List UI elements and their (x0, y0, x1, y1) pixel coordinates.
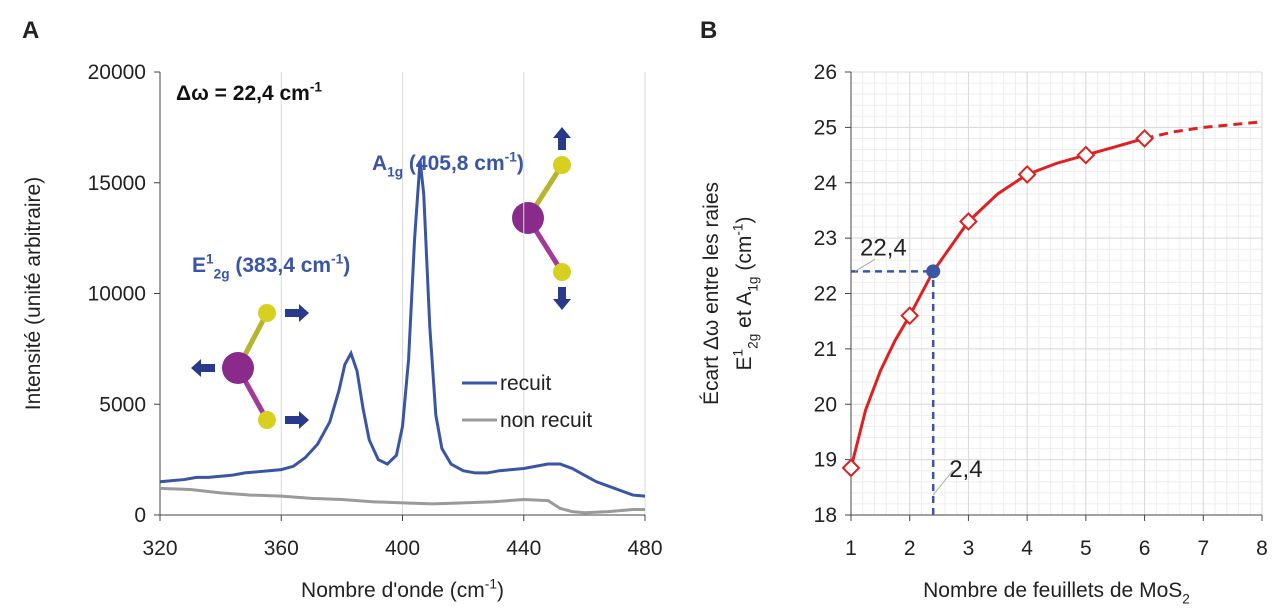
y-tick-label: 21 (814, 338, 837, 361)
x-tick-label: 3 (963, 537, 975, 560)
series-line (159, 486, 645, 515)
y-tick-label: 20000 (88, 61, 146, 84)
y-tick-label: 10000 (88, 283, 146, 306)
text-part: -1 (310, 80, 323, 95)
x-tick-label: 7 (1197, 537, 1209, 560)
marker (1135, 129, 1154, 148)
text-part: 1g (745, 276, 760, 291)
text-part: Nombre d'onde (cm (301, 579, 485, 602)
text-part: (cm (733, 236, 756, 277)
x-tick-label: 480 (627, 537, 662, 560)
marker (1076, 145, 1096, 165)
marker (900, 306, 920, 326)
y-tick-label: 20 (814, 393, 837, 416)
y-tick-label: 24 (814, 172, 838, 195)
text-part: Nombre de feuillets de MoS (923, 579, 1182, 602)
text-part: E (192, 254, 206, 277)
x-tick-label: 6 (1139, 537, 1151, 560)
x-tick-label: 8 (1256, 537, 1268, 560)
marker (959, 212, 978, 231)
y-tick-label: 19 (814, 449, 837, 472)
text-part: Δω = 22,4 cm (176, 82, 310, 105)
text-part: (405,8 cm (403, 152, 505, 175)
x-tick-label: 2 (904, 537, 916, 560)
y-tick-label: 5000 (99, 393, 146, 416)
x-tick-label: 400 (385, 537, 420, 560)
highlight-label: 22,4 (860, 234, 907, 261)
panel-letter: B (700, 17, 717, 44)
legend-label: recuit (500, 372, 552, 395)
panel-letter: A (22, 17, 39, 44)
y-tick-label: 18 (814, 504, 837, 527)
x-axis-label: Nombre d'onde (cm-1) (301, 577, 504, 602)
leader (854, 258, 876, 272)
y-tick-label: 0 (134, 504, 146, 527)
x-tick-label: 360 (264, 537, 299, 560)
text-part: -1 (485, 577, 497, 592)
annotation: A1g (405,8 cm-1) (372, 150, 524, 180)
text-part: -1 (331, 252, 344, 267)
highlight-point (926, 264, 941, 279)
text-part: (383,4 cm (230, 254, 332, 277)
annotation: Δω = 22,4 cm-1 (176, 80, 322, 105)
y-axis-label: Écart Δω entre les raies (700, 182, 723, 405)
text-part: 2 (1182, 591, 1190, 606)
y-tick-label: 26 (814, 61, 837, 84)
x-axis-label: Nombre de feuillets de MoS2 (923, 579, 1190, 606)
text-part: 1 (731, 349, 746, 357)
y-axis-label: Intensité (unité arbitraire) (22, 177, 45, 410)
x-tick-label: 5 (1080, 537, 1092, 560)
molecule-a1g (512, 127, 571, 310)
y-axis-label: E12g et A1g (cm-1) (731, 217, 761, 371)
series-line (1144, 120, 1263, 140)
text-part: et A (733, 292, 756, 334)
y-tick-label: 15000 (88, 172, 146, 195)
x-tick-label: 440 (506, 537, 541, 560)
highlight-label: 2,4 (949, 456, 982, 483)
y-tick-label: 25 (814, 116, 837, 139)
text-part: ) (733, 217, 756, 224)
legend-label: non recuit (500, 409, 592, 432)
y-tick-label: 22 (814, 283, 837, 306)
series-line (159, 160, 646, 498)
text-part: 2g (745, 334, 760, 349)
x-tick-label: 1 (845, 537, 857, 560)
text-part: 2g (214, 266, 230, 281)
leader (932, 469, 954, 496)
text-part: -1 (731, 224, 746, 236)
text-part: 1 (206, 252, 214, 267)
text-part: 1g (387, 164, 403, 179)
text-part: ) (517, 152, 524, 175)
text-part: E (733, 356, 756, 370)
x-tick-label: 4 (1021, 537, 1033, 560)
text-part: -1 (505, 150, 518, 165)
text-part: ) (343, 254, 350, 277)
marker (1017, 165, 1037, 184)
series-line (849, 137, 1145, 469)
molecule-e2g (191, 304, 309, 429)
y-tick-label: 23 (814, 227, 837, 250)
x-tick-label: 320 (142, 537, 177, 560)
marker (841, 458, 861, 478)
text-part: ) (497, 579, 504, 602)
annotation: E12g (383,4 cm-1) (192, 252, 350, 282)
text-part: Écart Δω entre les raies (700, 182, 723, 405)
text-part: A (372, 152, 387, 175)
